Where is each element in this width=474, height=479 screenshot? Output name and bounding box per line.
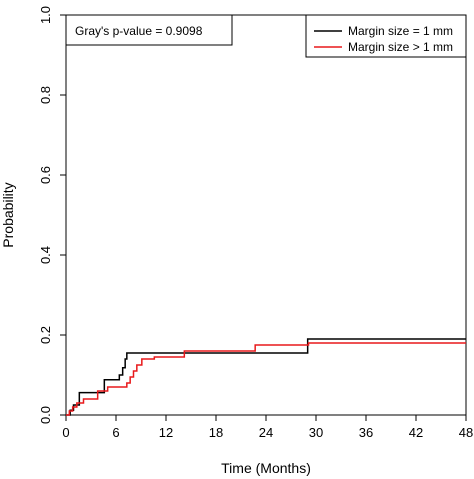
x-tick-label: 24 [259,425,273,440]
p-value-frame [65,14,233,46]
x-axis-label: Time (Months) [221,460,311,476]
p-value-text: Gray's p-value = 0.9098 [75,24,203,38]
legend: Margin size = 1 mm Margin size > 1 mm [305,14,467,58]
series-line-margin-gt-1mm [66,342,466,416]
x-tick-label: 36 [359,425,373,440]
series-line-margin-1mm [66,338,466,416]
y-tick-label: 0.4 [38,246,53,264]
y-tick-label: 1.0 [38,6,53,24]
y-tick-label: 0.0 [38,406,53,424]
x-tick-label: 0 [62,425,69,440]
x-tick-label: 18 [209,425,223,440]
x-tick-label: 6 [112,425,119,440]
legend-label-margin-1mm: Margin size = 1 mm [348,24,453,38]
y-axis: 0.0 0.2 0.4 0.6 0.8 1.0 [38,6,66,424]
x-axis: 0 6 12 18 24 30 36 42 48 [62,415,473,440]
x-tick-label: 30 [309,425,323,440]
y-tick-label: 0.6 [38,166,53,184]
plot-frame [65,14,467,416]
x-tick-label: 42 [409,425,423,440]
x-tick-label: 12 [159,425,173,440]
series-layer [66,338,466,416]
legend-frame [305,14,467,58]
p-value-box: Gray's p-value = 0.9098 [65,14,233,46]
y-tick-label: 0.2 [38,326,53,344]
y-tick-label: 0.8 [38,86,53,104]
x-tick-label: 48 [459,425,473,440]
y-axis-label: Probability [0,182,16,247]
legend-label-margin-gt-1mm: Margin size > 1 mm [348,40,453,54]
